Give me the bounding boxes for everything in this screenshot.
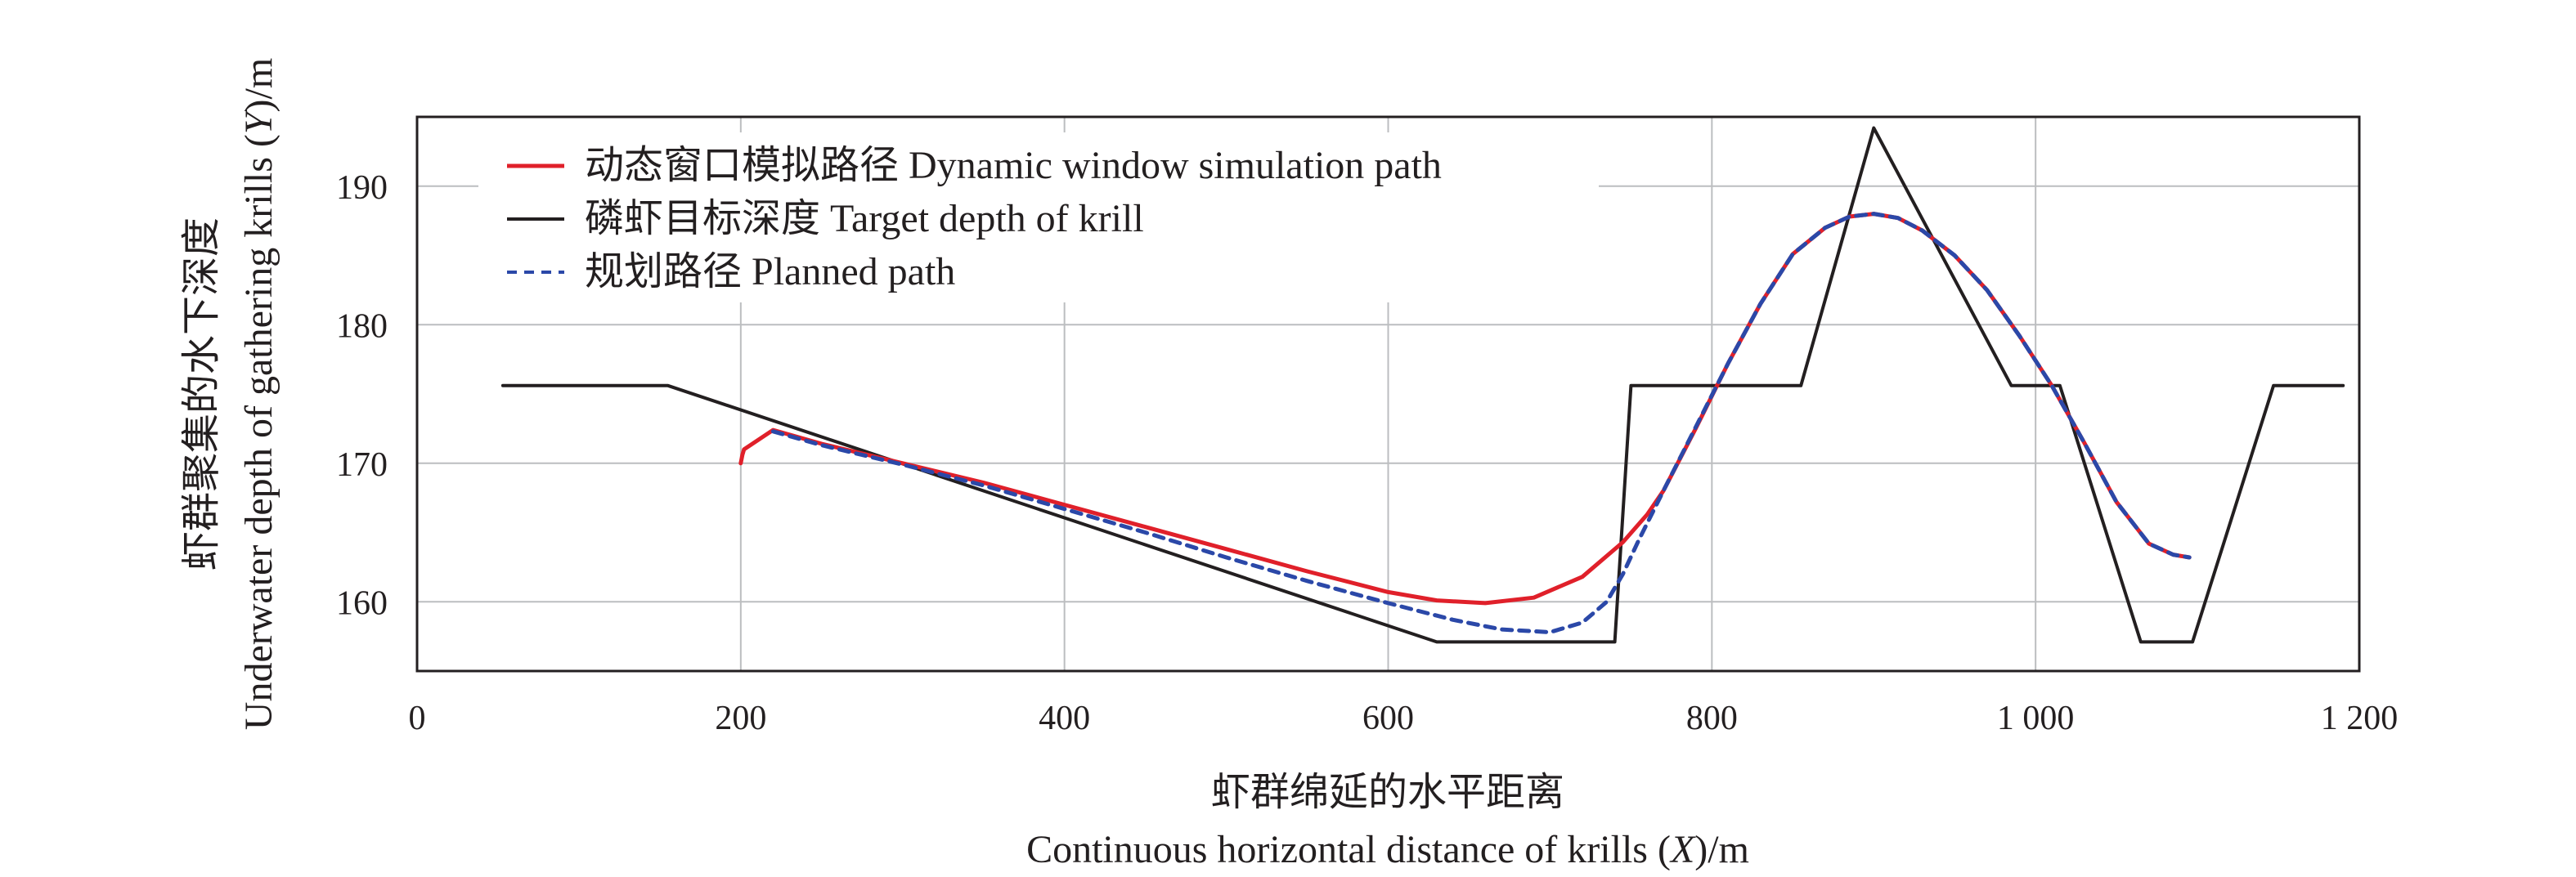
y-axis-label-en-text: Underwater depth of gathering krills ( xyxy=(237,134,280,730)
x-tick-label: 1 200 xyxy=(2321,700,2399,737)
x-tick-label: 800 xyxy=(1686,700,1738,737)
planned-path-line xyxy=(770,212,2192,634)
x-axis-label-unit: )/m xyxy=(1694,828,1749,871)
y-tick-label: 160 xyxy=(336,584,388,622)
x-axis-label-cn: 虾群绵延的水平距离 xyxy=(1211,771,1564,814)
y-tick-labels: 160 170 180 190 xyxy=(336,169,388,623)
y-axis-label-en: Underwater depth of gathering krills (Y)… xyxy=(237,58,280,730)
x-axis-label-var: X xyxy=(1669,828,1696,871)
y-tick-label: 170 xyxy=(336,446,388,484)
x-tick-label: 1 000 xyxy=(1997,700,2075,737)
plot-frame xyxy=(415,115,2361,673)
y-tick-label: 190 xyxy=(336,169,388,207)
x-tick-labels: 0 200 400 600 800 1 000 1 200 xyxy=(409,700,2399,737)
x-axis-label-en-text: Continuous horizontal distance of krills… xyxy=(1026,828,1671,871)
y-axis-label-unit: )/m xyxy=(237,58,280,113)
x-axis-label-en: Continuous horizontal distance of krills… xyxy=(1026,828,1749,871)
y-tick-label: 180 xyxy=(336,307,388,345)
x-tick-label: 200 xyxy=(715,700,766,737)
legend: 动态窗口模拟路径 Dynamic window simulation path … xyxy=(507,144,1442,293)
legend-box xyxy=(478,132,1599,302)
target-depth-line xyxy=(500,126,2345,644)
y-axis-label-cn: 虾群聚集的水下深度 xyxy=(180,217,223,570)
y-axis-label-var: Y xyxy=(237,109,280,134)
legend-label-planned: 规划路径 Planned path xyxy=(585,250,955,293)
x-tick-label: 0 xyxy=(409,700,426,737)
legend-label-dynamic: 动态窗口模拟路径 Dynamic window simulation path xyxy=(585,144,1442,187)
x-tick-label: 600 xyxy=(1362,700,1414,737)
legend-label-target: 磷虾目标深度 Target depth of krill xyxy=(585,197,1144,240)
series-layer xyxy=(500,126,2345,644)
x-tick-label: 400 xyxy=(1039,700,1090,737)
